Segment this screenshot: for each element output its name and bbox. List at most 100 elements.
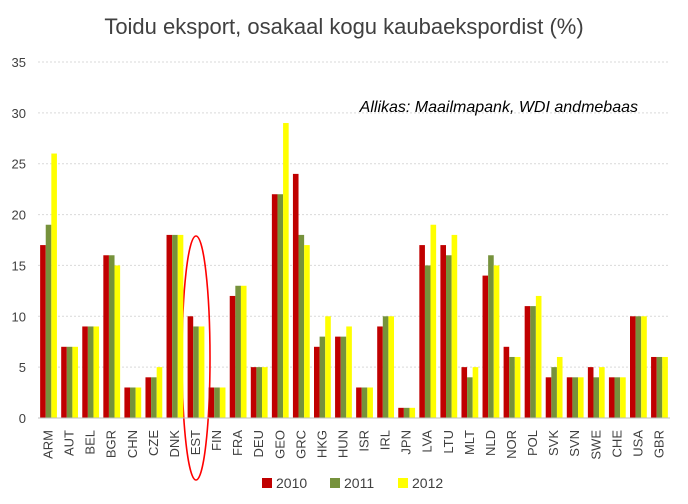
bar-nor-2010: NOR 2010: 7 [503,346,510,418]
bar-isr-2010: ISR 2010: 3 [356,387,362,418]
bar-est-2010: EST 2010: 10 [187,316,194,418]
bar-est-2011: EST 2011: 9 [193,326,199,418]
bar-gbr-2010: GBR 2010: 6 [651,356,657,418]
x-tick-label: GBR [651,430,666,458]
bar-cze-2012: CZE 2012: 5 [156,367,163,418]
bar-est-2012: EST 2012: 9 [198,326,205,418]
x-tick-label: GEO [272,430,287,459]
bar-che-2010: CHE 2010: 4 [608,377,615,418]
bar-aut-2012: AUT 2012: 7 [72,346,78,418]
bar-usa-2011: USA 2011: 10 [635,316,642,418]
bar-geo-2011: GEO 2011: 22 [277,194,284,418]
y-tick-label: 15 [12,258,26,273]
bar-fin-2012: FIN 2012: 3 [219,387,226,418]
bar-pol-2010: POL 2010: 11 [524,306,531,418]
y-tick-label: 25 [12,157,26,172]
bar-usa-2012: USA 2012: 10 [641,316,647,418]
chart-title: Toidu eksport, osakaal kogu kaubaekspord… [104,14,583,39]
y-axis: 0 5 10 15 20 25 30 35 [12,55,26,426]
bar-hun-2010: HUN 2010: 8 [335,336,341,418]
bar-deu-2012: DEU 2012: 5 [262,367,268,418]
bar-bgr-2012: BGR 2012: 15 [114,265,121,418]
bar-svn-2011: SVN 2011: 4 [572,377,578,418]
legend-swatch-2010 [262,478,272,488]
y-tick-label: 30 [12,106,26,121]
legend-swatch-2012 [398,478,408,488]
x-tick-label: MLT [462,430,477,455]
bar-isr-2011: ISR 2011: 3 [361,387,368,418]
x-tick-label: SVN [567,430,582,457]
bar-fin-2010: FIN 2010: 3 [208,387,215,418]
bar-ltu-2012: LTU 2012: 18 [451,234,458,418]
x-axis: ARM AUT BEL BGR CHN CZE DNK EST FIN FRA DEU GEO GRC H… [41,430,667,460]
x-tick-label: CZE [146,430,161,456]
x-tick-label: JPN [399,430,414,455]
bar-hun-2012: HUN 2012: 9 [346,326,352,418]
bar-mlt-2011: MLT 2011: 4 [467,377,473,418]
bar-che-2011: CHE 2011: 4 [614,377,621,418]
x-tick-label: CHN [125,430,140,458]
x-tick-label: SWE [588,430,603,460]
bar-swe-2010: SWE 2010: 5 [587,367,594,418]
y-tick-label: 20 [12,208,26,223]
bar-deu-2010: DEU 2010: 5 [250,367,257,418]
bar-bgr-2011: BGR 2011: 16 [108,255,115,418]
source-annotation: Allikas: Maailmapank, WDI andmebaas [359,99,638,116]
bar-aut-2010: AUT 2010: 7 [61,346,67,418]
bar-deu-2011: DEU 2011: 5 [256,367,262,418]
bar-irl-2010: IRL 2010: 9 [377,326,383,418]
bar-svk-2012: SVK 2012: 6 [556,356,563,418]
bar-swe-2011: SWE 2011: 4 [593,377,600,418]
bar-arm-2010: ARM 2010: 17 [40,245,46,418]
x-tick-label: CHE [609,430,624,458]
bar-jpn-2010: JPN 2010: 1 [398,407,404,418]
bar-svn-2010: SVN 2010: 4 [566,377,573,418]
y-tick-label: 5 [19,360,26,375]
bar-geo-2012: GEO 2012: 29 [283,123,289,418]
bar-irl-2011: IRL 2011: 10 [382,316,389,418]
bar-fra-2012: FRA 2012: 13 [240,285,247,418]
bar-nld-2012: NLD 2012: 15 [493,265,500,418]
bar-gbr-2012: GBR 2012: 6 [662,356,668,418]
x-tick-label: ARM [41,430,56,459]
legend-label-2011: 2011 [344,475,374,491]
x-tick-label: HKG [314,430,329,458]
x-tick-label: BEL [83,430,98,455]
x-tick-label: DNK [167,430,182,458]
x-tick-label: POL [525,430,540,456]
bar-che-2012: CHE 2012: 4 [620,377,626,418]
x-tick-label: BGR [104,430,119,458]
bar-dnk-2012: DNK 2012: 18 [177,234,184,418]
bar-arm-2012: ARM 2012: 26 [51,153,57,419]
bar-dnk-2010: DNK 2010: 18 [166,234,173,418]
bar-grc-2012: GRC 2012: 17 [304,245,310,418]
bar-isr-2012: ISR 2012: 3 [367,387,373,418]
gridlines [38,61,670,368]
bar-gbr-2011: GBR 2011: 6 [656,356,663,418]
bar-lva-2012: LVA 2012: 19 [430,224,437,418]
bar-nor-2011: NOR 2011: 6 [509,356,515,418]
bar-nld-2011: NLD 2011: 16 [488,255,494,418]
bar-chn-2011: CHN 2011: 3 [130,387,136,418]
bar-hkg-2012: HKG 2012: 10 [325,316,331,418]
x-tick-label: EST [188,430,203,455]
bar-pol-2012: POL 2012: 12 [535,295,542,418]
bar-cze-2011: CZE 2011: 4 [151,377,157,418]
bars: ARM 2010: 17ARM 2011: 19ARM 2012: 26 AUT … [40,123,668,419]
bar-svk-2010: SVK 2010: 4 [545,377,552,418]
bar-ltu-2011: LTU 2011: 16 [446,255,452,418]
x-tick-label: FIN [209,430,224,451]
legend-label-2010: 2010 [276,475,307,491]
bar-grc-2011: GRC 2011: 18 [298,234,305,418]
bar-lva-2010: LVA 2010: 17 [419,245,425,418]
bar-jpn-2011: JPN 2011: 1 [403,407,410,418]
bar-chn-2012: CHN 2012: 3 [135,387,142,418]
legend-swatch-2011 [330,478,340,488]
y-tick-label: 35 [12,55,26,70]
x-tick-label: NLD [483,430,498,456]
x-tick-label: ISR [357,430,372,452]
bar-hun-2011: HUN 2011: 8 [340,336,347,418]
x-tick-label: AUT [62,430,77,456]
legend: 2010 2011 2012 [262,475,443,491]
